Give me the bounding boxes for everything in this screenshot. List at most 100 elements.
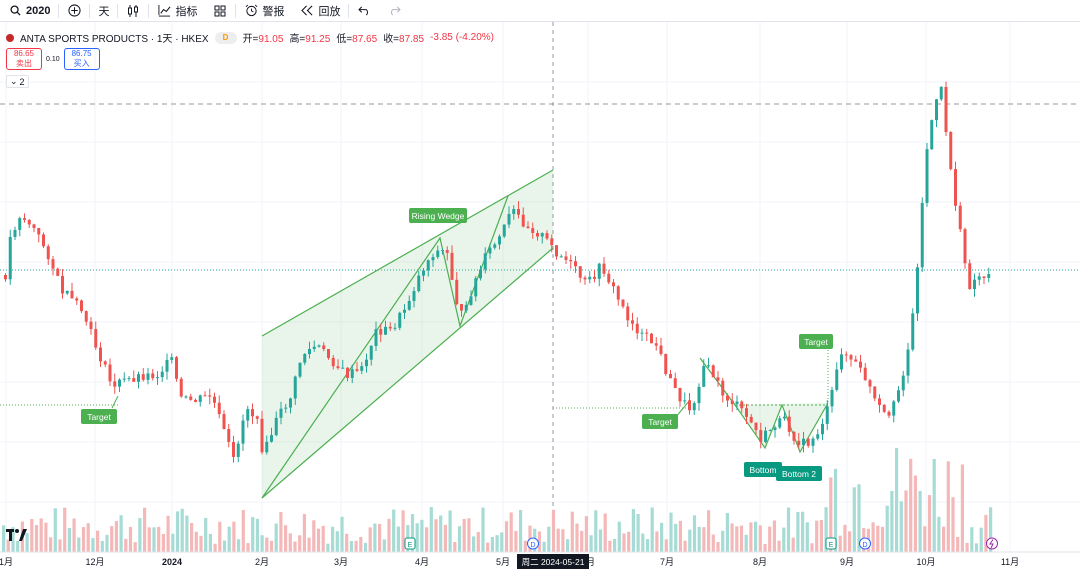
target-leader xyxy=(111,395,119,409)
volume-bar xyxy=(359,536,363,552)
candle-body xyxy=(255,416,259,419)
indicators-button[interactable]: 指标 xyxy=(149,0,205,22)
candle-body xyxy=(939,86,943,100)
compare-button[interactable] xyxy=(59,0,89,22)
rising-wedge-label[interactable]: Rising Wedge xyxy=(409,208,467,223)
target-label-1[interactable]: Target xyxy=(81,409,117,424)
layouts-button[interactable] xyxy=(205,0,235,22)
chart-type-button[interactable] xyxy=(118,0,148,22)
volume-bar xyxy=(895,447,899,552)
bottom-label-1-bg xyxy=(744,462,782,477)
interval-button[interactable]: 天 xyxy=(90,0,117,22)
buy-button[interactable]: 86.75 买入 xyxy=(63,48,100,70)
dividend-marker-icon xyxy=(859,537,871,550)
volume-bar xyxy=(495,535,499,552)
bottom-label-1[interactable]: Bottom xyxy=(744,462,782,477)
event-marker[interactable]: E xyxy=(825,537,837,550)
candle-body xyxy=(783,416,786,419)
volume-bar xyxy=(453,542,457,552)
time-axis[interactable]: 1月12月20242月3月4月5月6月7月8月9月10月11月周二 2024-0… xyxy=(0,551,1080,569)
volume-bar xyxy=(269,540,274,552)
volume-bar xyxy=(457,526,462,552)
bottom-label-2-bg xyxy=(776,466,822,481)
candle-body xyxy=(412,291,416,301)
volume-bar xyxy=(443,524,447,552)
chart-legend: ANTA SPORTS PRODUCTS · 1天 · HKEX D 开=91.… xyxy=(6,30,494,45)
sell-button[interactable]: 86.65 卖出 xyxy=(6,48,42,70)
candle-body xyxy=(897,390,900,402)
volume-bar xyxy=(739,525,744,552)
data-status-badge[interactable]: D xyxy=(214,31,237,44)
alert-label: 警报 xyxy=(262,5,285,18)
candle-body xyxy=(759,430,763,442)
chevron-down-icon: ⌄ xyxy=(10,76,18,86)
volume-bar xyxy=(660,522,664,552)
volume-bar xyxy=(815,520,819,552)
indicators-toggle[interactable]: ⌄ 2 xyxy=(6,75,29,88)
candle-body xyxy=(564,256,568,260)
volume-bar xyxy=(556,528,560,552)
time-tick-label: 1月 xyxy=(0,557,13,567)
candle-body xyxy=(265,441,269,453)
alarm-clock-icon xyxy=(244,4,258,18)
candle-body xyxy=(146,373,150,380)
candle-body xyxy=(616,286,620,300)
candle-body xyxy=(61,275,64,294)
event-marker[interactable]: D xyxy=(859,537,871,550)
volume-bar xyxy=(368,527,372,552)
symbol-label: 2020 xyxy=(26,4,51,17)
volume-bar xyxy=(63,507,67,552)
candle-body xyxy=(213,396,216,403)
undo-icon xyxy=(357,4,371,18)
target-label-2[interactable]: Target xyxy=(642,414,678,429)
volume-bar xyxy=(735,526,739,552)
candle-body xyxy=(612,282,615,287)
price-chart[interactable]: Rising Wedge Target Target Target Bottom Bott… xyxy=(0,22,1080,579)
event-marker[interactable]: D xyxy=(527,537,539,550)
candle-body xyxy=(70,290,74,299)
candle-body xyxy=(721,380,725,396)
candle-body xyxy=(977,276,981,280)
candle-body xyxy=(122,378,126,380)
company-logo-icon xyxy=(6,33,14,42)
replay-button[interactable]: 回放 xyxy=(292,0,348,22)
volume-bar xyxy=(284,525,288,552)
candle-body xyxy=(479,269,482,279)
alert-button[interactable]: 警报 xyxy=(236,0,292,22)
instrument-name[interactable]: ANTA SPORTS PRODUCTS · 1天 · HKEX xyxy=(20,34,209,45)
candle-body xyxy=(711,365,715,378)
volume-bar xyxy=(232,521,236,552)
volume-bar xyxy=(927,495,932,552)
target-label-3[interactable]: Target xyxy=(799,334,833,349)
event-marker[interactable]: E xyxy=(404,537,416,550)
bottom-label-2[interactable]: Bottom 2 xyxy=(776,466,822,481)
event-marker-text: E xyxy=(408,542,413,549)
candle-body xyxy=(574,261,577,267)
redo-button[interactable] xyxy=(379,0,409,22)
volume-bar xyxy=(942,526,946,552)
candle-body xyxy=(911,313,915,350)
volume-bar xyxy=(241,509,245,552)
symbol-search-button[interactable]: 2020 xyxy=(0,0,58,22)
earnings-marker-icon xyxy=(404,537,416,550)
volume-bar xyxy=(302,513,306,552)
candle-body xyxy=(156,377,159,379)
volume-bar xyxy=(956,536,960,552)
volume-bar xyxy=(39,518,43,552)
candle-body xyxy=(445,250,449,253)
volume-bar xyxy=(937,516,941,552)
interval-label: 天 xyxy=(98,5,110,18)
candle-body xyxy=(236,443,240,457)
wedge-upper-line xyxy=(261,169,554,337)
tradingview-logo[interactable] xyxy=(6,528,28,547)
undo-button[interactable] xyxy=(349,0,379,22)
candle-body xyxy=(650,333,653,344)
candle-body xyxy=(688,400,691,411)
candle-body xyxy=(887,411,891,416)
volume-bar xyxy=(49,537,53,552)
candle-body xyxy=(189,396,193,400)
volume-bar xyxy=(979,527,983,552)
candle-body xyxy=(973,279,976,290)
candle-body xyxy=(498,236,501,245)
volume-bar xyxy=(77,537,81,552)
